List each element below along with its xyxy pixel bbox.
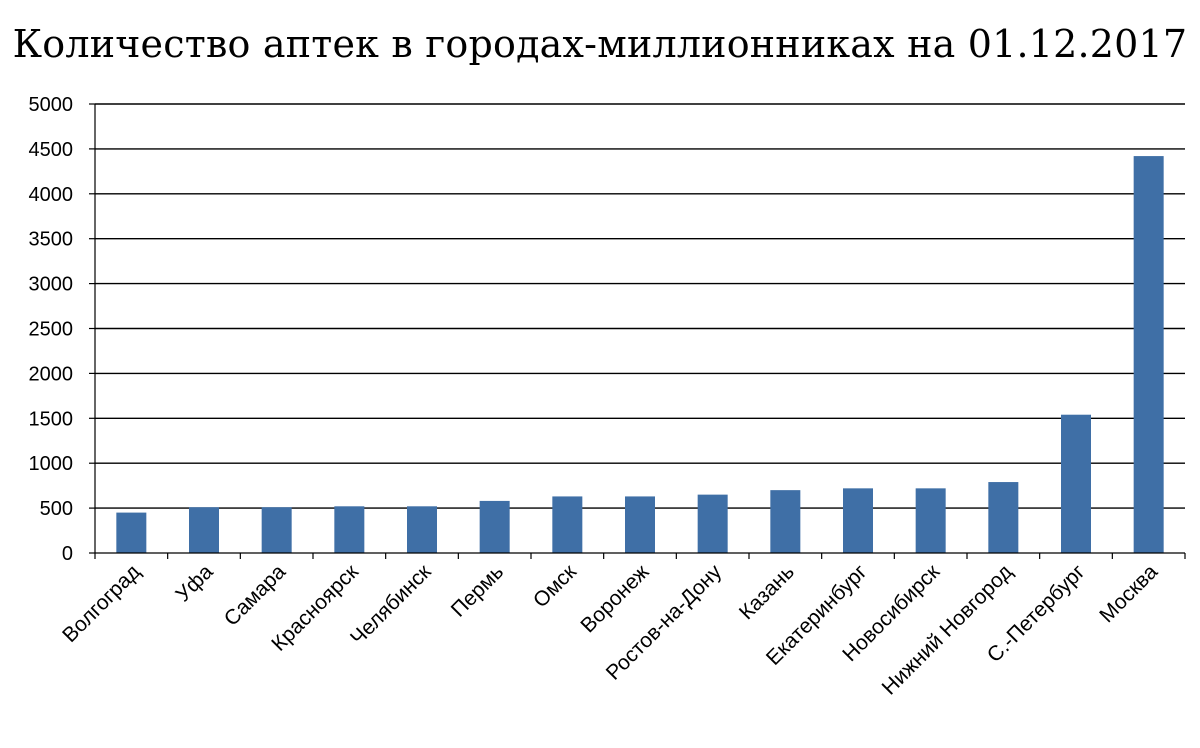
axes	[89, 103, 1186, 559]
y-tick-label: 0	[62, 543, 73, 565]
x-category-label: Нижний Новгород	[878, 560, 1017, 699]
bars	[116, 156, 1164, 554]
x-category-label: Самара	[220, 560, 291, 631]
y-tick-label: 5000	[29, 94, 74, 116]
x-category-label: Пермь	[447, 560, 508, 621]
x-category-label: Омск	[529, 560, 582, 613]
bar	[552, 496, 583, 553]
y-tick-label: 500	[40, 498, 73, 520]
bar	[407, 506, 437, 553]
y-tick-label: 1500	[29, 408, 74, 430]
bar	[189, 507, 219, 553]
bar	[1061, 414, 1091, 553]
x-category-label: Казань	[735, 560, 799, 624]
y-tick-label: 2500	[29, 319, 74, 341]
y-tick-label: 3000	[29, 274, 74, 296]
y-tick-label: 1000	[29, 453, 74, 475]
y-tick-label: 4500	[29, 139, 74, 161]
bar	[770, 490, 801, 553]
y-tick-labels: 0 500 1000 1500 2000 2500 3000 3500 4000 4500 5000	[29, 94, 74, 565]
x-category-label: Воронеж	[576, 560, 653, 637]
gridlines	[95, 103, 1185, 509]
y-tick-label: 3500	[29, 229, 74, 251]
chart-title: Количество аптек в городах-миллионниках …	[12, 22, 1188, 66]
bar	[697, 494, 728, 553]
x-category-label: Москва	[1095, 560, 1162, 627]
bar	[843, 488, 873, 553]
bar	[625, 496, 655, 553]
x-category-label: Волгоград	[58, 560, 145, 647]
bar	[915, 488, 946, 553]
bar	[261, 507, 292, 553]
bar	[988, 482, 1019, 553]
bar	[479, 500, 510, 553]
bar	[1133, 156, 1164, 554]
y-tick-label: 4000	[29, 184, 74, 206]
x-category-label: Уфа	[171, 560, 217, 606]
bar	[334, 506, 365, 553]
bar	[116, 512, 147, 553]
y-tick-label: 2000	[29, 363, 74, 385]
